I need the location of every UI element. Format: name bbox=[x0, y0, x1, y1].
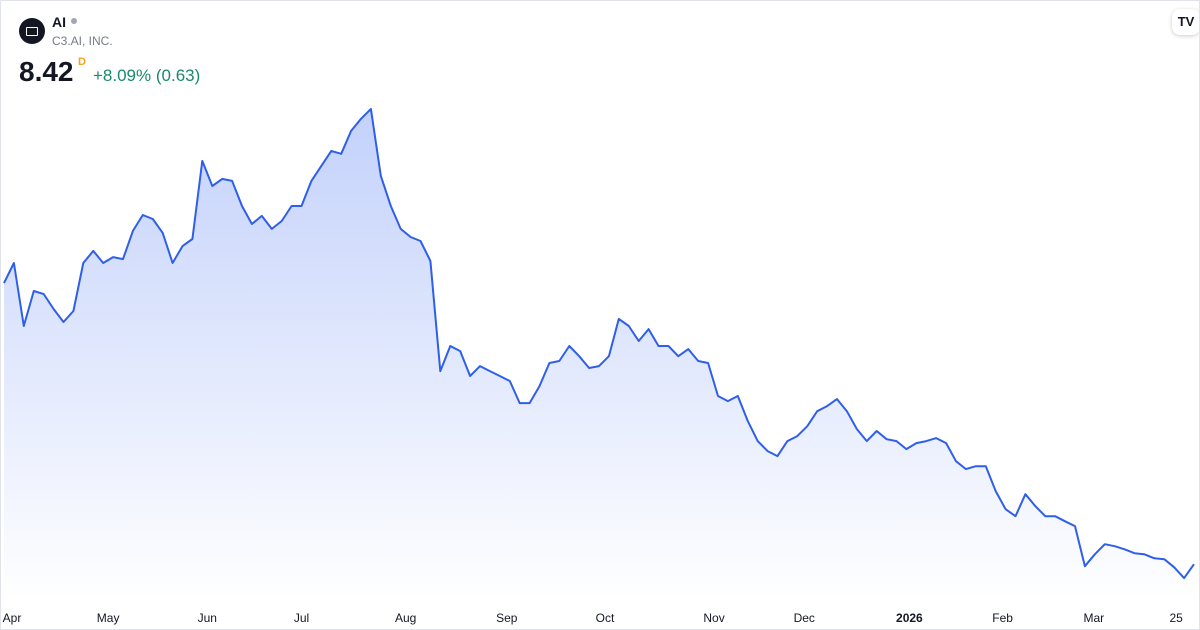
x-tick-label: Aug bbox=[395, 611, 416, 625]
company: C3.AI, INC. bbox=[52, 34, 113, 48]
x-tick-label: 25 bbox=[1169, 611, 1183, 625]
price-line bbox=[3, 107, 1195, 580]
x-tick-label: Sep bbox=[496, 611, 518, 625]
x-tick-label: Oct bbox=[596, 611, 615, 625]
x-tick-label: Nov bbox=[703, 611, 724, 625]
x-tick-label: Feb bbox=[992, 611, 1013, 625]
symbol: AI bbox=[52, 14, 66, 30]
x-tick-label: Jun bbox=[198, 611, 217, 625]
x-tick-label: Mar bbox=[1084, 611, 1105, 625]
brand-logo[interactable]: TV bbox=[1172, 9, 1199, 35]
status-dot bbox=[71, 18, 77, 24]
interval: D bbox=[78, 56, 86, 68]
x-tick-label: Dec bbox=[794, 611, 815, 625]
x-tick-label: Apr bbox=[3, 611, 22, 625]
logo bbox=[19, 18, 45, 44]
x-tick-label: Jul bbox=[294, 611, 309, 625]
area-fill bbox=[4, 108, 1194, 602]
x-tick-label: 2026 bbox=[896, 611, 923, 625]
change: +8.09% (0.63) bbox=[93, 66, 201, 85]
price: 8.42 bbox=[19, 56, 74, 87]
x-tick-label: May bbox=[97, 611, 120, 625]
